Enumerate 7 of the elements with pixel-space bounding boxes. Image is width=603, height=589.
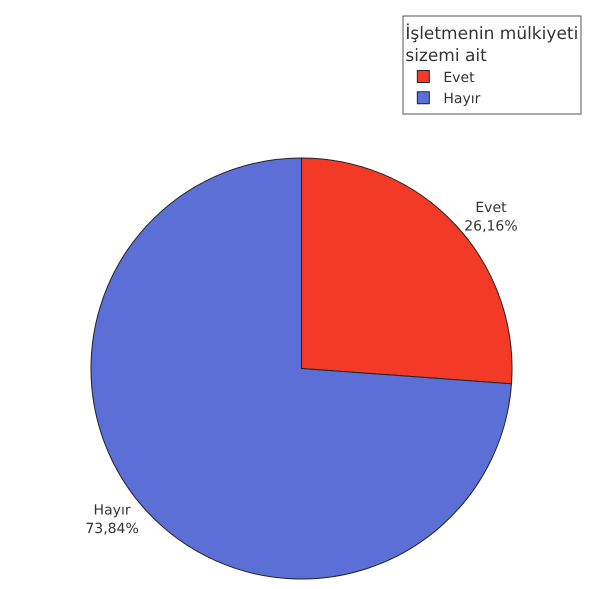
- slice-label: Hayır: [94, 502, 131, 519]
- legend-title: İşletmenin mülkiyeti sizemi ait: [405, 22, 578, 66]
- data-label: 26,16%: [464, 218, 518, 234]
- slice-label: Evet: [475, 200, 508, 216]
- legend-label: Hayır: [443, 91, 481, 108]
- data-label: 73,84%: [85, 520, 139, 537]
- legend-label: Evet: [443, 70, 476, 86]
